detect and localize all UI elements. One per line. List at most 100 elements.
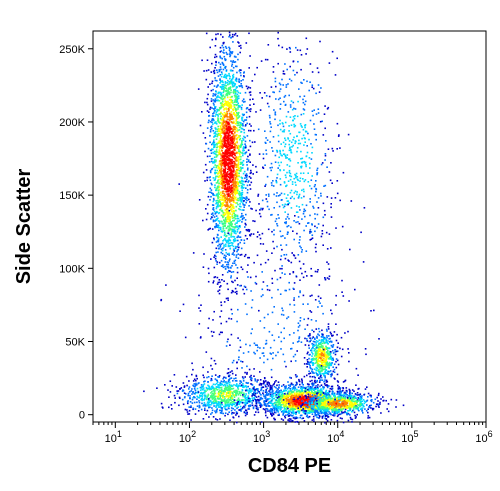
- event-dot: [307, 363, 309, 365]
- event-dot: [220, 390, 223, 393]
- event-dot: [229, 213, 231, 215]
- event-dot: [347, 133, 350, 136]
- event-dot: [324, 375, 326, 377]
- event-dot: [311, 368, 314, 371]
- event-dot: [223, 383, 226, 386]
- event-dot: [294, 257, 297, 259]
- event-dot: [215, 172, 218, 174]
- event-dot: [220, 106, 223, 108]
- event-dot: [291, 181, 294, 183]
- event-dot: [229, 55, 231, 58]
- event-dot: [248, 115, 251, 118]
- event-dot: [312, 87, 315, 90]
- event-dot: [326, 362, 329, 364]
- event-dot: [305, 165, 307, 168]
- event-dot: [228, 157, 230, 160]
- event-dot: [294, 74, 296, 76]
- event-dot: [246, 238, 248, 240]
- event-dot: [222, 190, 225, 193]
- event-dot: [194, 383, 197, 386]
- event-dot: [222, 87, 225, 90]
- event-dot: [227, 338, 229, 341]
- event-dot: [231, 69, 234, 72]
- event-dot: [309, 365, 311, 367]
- event-dot: [227, 100, 229, 103]
- event-dot: [214, 153, 217, 155]
- event-dot: [316, 354, 319, 356]
- event-dot: [235, 157, 237, 159]
- event-dot: [249, 153, 251, 155]
- event-dot: [213, 132, 215, 135]
- event-dot: [237, 235, 240, 237]
- event-dot: [227, 149, 229, 151]
- event-dot: [319, 379, 321, 382]
- event-dot: [320, 384, 323, 386]
- event-dot: [275, 85, 277, 88]
- event-dot: [213, 391, 216, 394]
- event-dot: [204, 101, 206, 104]
- event-dot: [219, 125, 222, 128]
- event-dot: [263, 395, 265, 398]
- event-dot: [295, 205, 298, 207]
- event-dot: [230, 228, 232, 231]
- event-dot: [285, 365, 287, 368]
- event-dot: [230, 271, 233, 273]
- event-dot: [288, 140, 291, 142]
- event-dot: [206, 97, 209, 100]
- event-dot: [230, 116, 232, 119]
- event-dot: [230, 89, 232, 91]
- event-dot: [225, 158, 227, 161]
- event-dot: [228, 46, 230, 49]
- event-dot: [233, 195, 236, 198]
- event-dot: [316, 201, 318, 203]
- event-dot: [319, 356, 321, 359]
- event-dot: [264, 384, 267, 387]
- event-dot: [227, 155, 230, 157]
- event-dot: [245, 151, 248, 153]
- event-dot: [219, 228, 222, 231]
- event-dot: [222, 85, 224, 88]
- event-dot: [224, 388, 226, 391]
- event-dot: [334, 351, 337, 353]
- event-dot: [168, 396, 170, 398]
- event-dot: [235, 113, 237, 116]
- event-dot: [240, 247, 243, 250]
- plot-frame: [92, 30, 487, 423]
- event-dot: [241, 185, 243, 188]
- event-dot: [332, 150, 334, 152]
- event-dot: [217, 75, 220, 77]
- event-dot: [218, 109, 220, 111]
- event-dot: [262, 393, 265, 396]
- event-dot: [213, 389, 216, 391]
- event-dot: [215, 223, 218, 225]
- event-dot: [243, 71, 245, 73]
- event-dot: [233, 260, 236, 263]
- event-dot: [220, 163, 222, 166]
- event-dot: [233, 399, 236, 401]
- event-dot: [222, 384, 225, 387]
- event-dot: [249, 139, 251, 142]
- event-dot: [262, 207, 264, 210]
- event-dot: [173, 394, 176, 397]
- event-dot: [303, 229, 305, 232]
- event-dot: [231, 155, 233, 157]
- event-dot: [206, 110, 209, 112]
- event-dot: [225, 58, 227, 61]
- event-dot: [246, 197, 248, 199]
- event-dot: [232, 66, 235, 69]
- event-dot: [233, 171, 235, 173]
- event-dot: [225, 201, 227, 204]
- event-dot: [229, 201, 231, 203]
- event-dot: [237, 162, 240, 165]
- event-dot: [315, 358, 317, 361]
- event-dot: [244, 198, 247, 200]
- event-dot: [232, 201, 235, 203]
- event-dot: [218, 289, 221, 291]
- event-dot: [250, 169, 252, 172]
- event-dot: [325, 338, 327, 341]
- event-dot: [246, 402, 249, 404]
- event-dot: [224, 167, 227, 170]
- event-dot: [336, 180, 339, 182]
- event-dot: [222, 202, 224, 205]
- event-dot: [291, 393, 293, 395]
